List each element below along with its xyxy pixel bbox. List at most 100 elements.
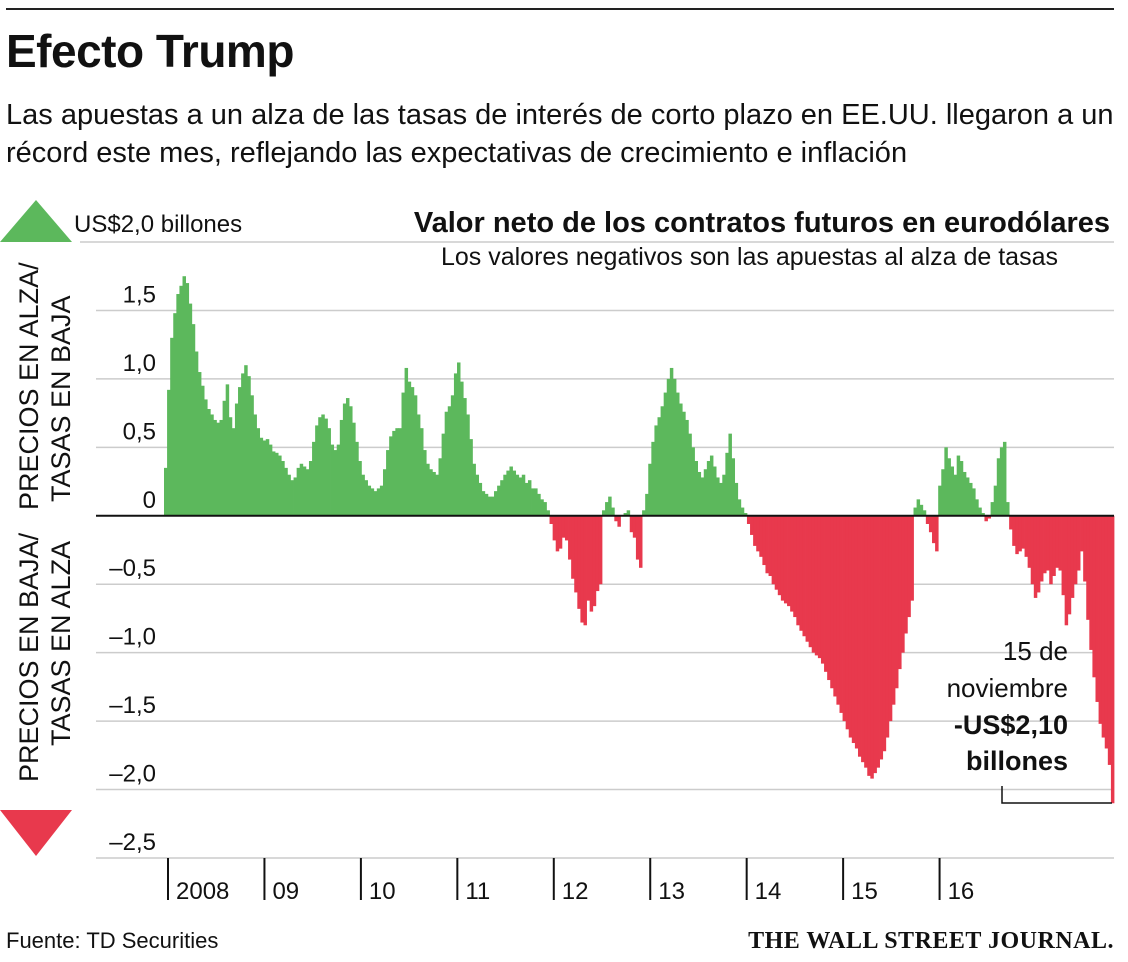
bar: [386, 450, 390, 516]
bar: [429, 469, 433, 516]
bar: [512, 470, 517, 516]
bar: [586, 515, 591, 601]
down-arrow-icon: [0, 810, 72, 856]
bar: [327, 428, 331, 516]
up-side-label-line2: TASAS EN BAJA: [46, 295, 76, 502]
bar: [432, 471, 436, 516]
bar: [194, 351, 199, 516]
bar: [830, 515, 834, 689]
bar: [256, 428, 261, 516]
x-tick-label: 11: [465, 878, 490, 905]
y-tick-label: 1,0: [123, 350, 156, 377]
bar: [1043, 515, 1047, 574]
bar: [965, 477, 970, 516]
bar: [1086, 515, 1090, 620]
bar: [676, 392, 680, 516]
bar: [367, 485, 372, 516]
bar: [907, 515, 911, 618]
y-tick-label: 1,5: [123, 281, 156, 308]
bar: [938, 485, 942, 516]
bar: [1015, 515, 1019, 555]
bar: [349, 406, 353, 516]
bar: [805, 515, 810, 642]
bar: [993, 485, 998, 516]
bar: [740, 507, 745, 516]
x-axis-ticks: 2008 09 10 11 12 13 14 15 16: [167, 858, 974, 905]
bar: [648, 463, 652, 516]
bar: [703, 469, 708, 516]
annotation: 15 de noviembre -US$2,10 billones: [947, 636, 1112, 804]
bar: [972, 488, 976, 516]
bar: [876, 515, 880, 768]
bar: [1039, 515, 1044, 582]
bar: [339, 419, 344, 516]
bar: [1061, 515, 1066, 596]
bar: [669, 367, 674, 516]
bar: [753, 515, 757, 546]
annotation-value: -US$2,10: [954, 710, 1068, 740]
bar: [268, 444, 273, 516]
bar: [460, 381, 464, 516]
bar: [1076, 515, 1081, 571]
bar: [817, 515, 822, 659]
bar: [370, 488, 375, 516]
bar: [201, 385, 205, 516]
bar: [253, 414, 257, 516]
bar: [259, 437, 264, 516]
bar: [543, 502, 547, 516]
bar: [1070, 515, 1075, 598]
bar: [768, 515, 773, 577]
bar: [592, 515, 597, 607]
bar: [598, 515, 603, 585]
bar: [450, 395, 455, 516]
bar: [355, 441, 359, 516]
bar: [1104, 515, 1109, 749]
bar: [213, 419, 217, 516]
bar: [879, 515, 884, 760]
bar: [506, 470, 510, 516]
bar: [207, 409, 211, 516]
bar: [420, 428, 424, 516]
bar: [1055, 515, 1059, 568]
bar: [666, 378, 671, 516]
bar: [568, 515, 572, 560]
bar: [395, 428, 399, 516]
bar: [935, 515, 939, 552]
bar: [441, 433, 446, 516]
bar: [1098, 515, 1103, 724]
bar: [435, 474, 439, 516]
top-rule: [6, 8, 1114, 10]
bar: [861, 515, 865, 763]
bar: [469, 439, 473, 516]
bar: [975, 499, 979, 516]
bar: [389, 436, 393, 516]
bar: [882, 515, 887, 752]
bar: [589, 515, 594, 612]
bar: [728, 433, 732, 516]
bar: [515, 474, 520, 516]
bar: [663, 392, 668, 516]
bar: [558, 515, 563, 549]
bar: [1058, 515, 1062, 571]
y-tick-label: –1,5: [109, 692, 156, 719]
bar: [895, 515, 899, 689]
bar: [660, 406, 665, 516]
bar: [799, 515, 803, 631]
bar: [722, 474, 726, 516]
bar: [481, 491, 486, 516]
bar: [321, 414, 325, 516]
bar: [275, 452, 279, 516]
bar: [234, 403, 239, 516]
bar: [438, 458, 442, 516]
annotation-date-line1: 15 de: [1003, 636, 1068, 666]
bar: [654, 425, 658, 516]
bar: [472, 463, 476, 516]
bar: [564, 515, 569, 541]
bar: [700, 477, 705, 516]
publication-logo: THE WALL STREET JOURNAL.: [748, 928, 1114, 954]
bar: [737, 499, 742, 516]
bar: [271, 451, 276, 516]
bar: [672, 378, 677, 516]
annotation-unit: billones: [966, 746, 1068, 776]
bar: [731, 458, 736, 516]
